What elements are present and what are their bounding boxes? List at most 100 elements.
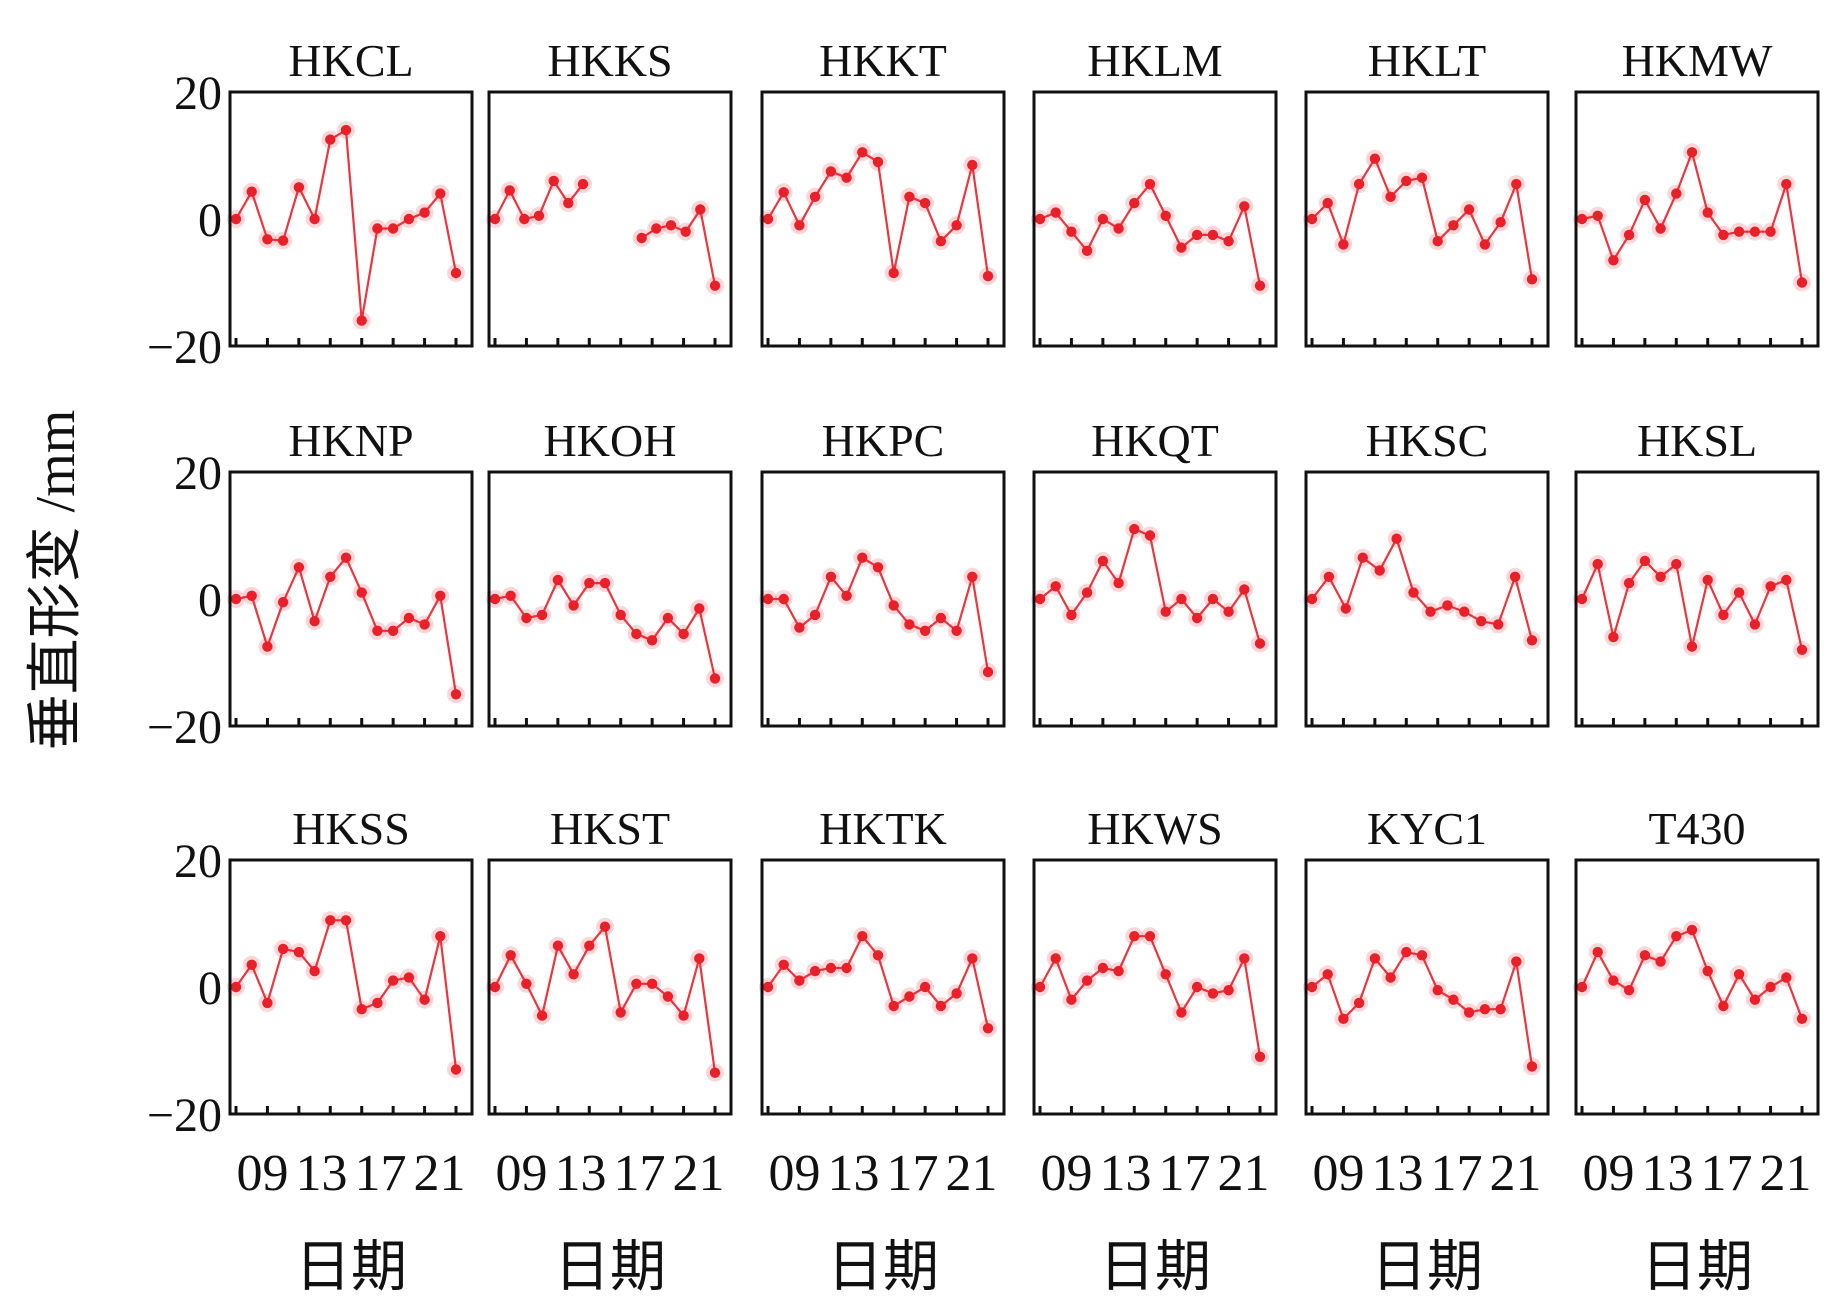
data-point <box>919 981 931 993</box>
panel-frame <box>487 470 733 728</box>
data-point <box>1796 1013 1808 1024</box>
data-point <box>1526 274 1538 285</box>
data-point <box>1671 558 1682 570</box>
data-point <box>521 612 532 624</box>
data-point <box>1401 175 1412 187</box>
data-point <box>372 223 383 234</box>
data-point <box>1353 178 1365 190</box>
data-point <box>1097 555 1109 567</box>
data-point <box>387 223 399 234</box>
series-line <box>235 128 458 321</box>
data-point <box>872 156 884 168</box>
data-point <box>1207 229 1219 241</box>
panel-hkmw: HKMW <box>1573 35 1820 348</box>
data-point <box>584 577 595 589</box>
data-point <box>1097 962 1109 974</box>
data-point <box>356 315 367 326</box>
x-tick-label: 09 <box>496 1145 548 1202</box>
data-point <box>709 673 721 684</box>
data-point <box>982 666 994 678</box>
data-point <box>1608 975 1619 986</box>
data-point <box>1623 985 1635 996</box>
data-point <box>665 220 677 231</box>
panel-frame <box>228 470 474 728</box>
x-tick-label: 17 <box>355 1145 407 1202</box>
data-point <box>277 597 289 608</box>
data-point <box>1495 1004 1506 1015</box>
data-point <box>262 997 273 1009</box>
data-point <box>1493 619 1504 630</box>
x-tick-label: 09 <box>1041 1145 1093 1202</box>
data-point <box>1113 965 1124 977</box>
data-point <box>1686 147 1698 158</box>
data-point <box>1796 644 1808 655</box>
data-point <box>340 915 352 926</box>
data-point <box>1357 552 1369 563</box>
panel-title: KYC1 <box>1367 803 1487 854</box>
panel-title: HKNP <box>288 415 413 466</box>
data-point <box>533 210 545 221</box>
data-point <box>662 612 674 624</box>
data-point <box>1066 226 1077 237</box>
data-point <box>568 600 579 611</box>
data-point <box>1655 223 1666 234</box>
data-point <box>1191 229 1203 241</box>
panel-frame <box>228 858 474 1116</box>
data-point <box>293 562 305 573</box>
data-point <box>1081 975 1093 986</box>
data-point <box>1623 577 1635 589</box>
data-point <box>1476 616 1487 627</box>
y-tick-label: −20 <box>147 321 222 374</box>
data-point <box>1081 245 1093 256</box>
data-point <box>1338 239 1349 250</box>
x-tick-label: 09 <box>1583 1145 1635 1202</box>
x-tick-label: 13 <box>1100 1145 1152 1202</box>
y-tick-label: −20 <box>147 1089 222 1142</box>
data-point <box>967 159 978 171</box>
x-axis-label: 日期 <box>1099 1237 1211 1299</box>
data-point <box>1592 210 1603 221</box>
data-point <box>277 943 289 955</box>
data-point <box>372 997 383 1009</box>
data-point <box>1733 587 1745 598</box>
y-axis-label: 垂直形变 /mm <box>25 410 87 751</box>
data-point <box>1495 217 1506 228</box>
data-point <box>762 213 774 225</box>
data-point <box>1176 242 1187 253</box>
data-point <box>435 188 446 199</box>
data-point <box>680 226 691 237</box>
data-point <box>1702 207 1713 218</box>
data-point <box>888 267 899 279</box>
data-point <box>935 1000 947 1012</box>
data-point <box>1416 950 1428 961</box>
panel-title: HKLT <box>1368 35 1486 86</box>
data-point <box>599 921 611 932</box>
data-point <box>599 577 611 589</box>
panel-hkkt: HKKT <box>759 35 1006 348</box>
data-point <box>1160 969 1171 980</box>
data-point <box>1592 558 1603 570</box>
data-point <box>230 213 242 225</box>
panel-title: HKKS <box>547 35 672 86</box>
panel-hkoh: HKOH <box>486 415 733 728</box>
data-point <box>1129 197 1140 209</box>
data-point <box>372 625 383 636</box>
data-point <box>1306 213 1318 225</box>
data-point <box>825 571 837 582</box>
data-point <box>1733 969 1745 980</box>
x-tick-label: 21 <box>1490 1145 1542 1202</box>
data-point <box>841 172 852 183</box>
panel-title: HKSL <box>1637 415 1757 466</box>
data-point <box>246 959 257 970</box>
data-point <box>841 590 852 601</box>
panel-frame <box>760 858 1006 1116</box>
data-point <box>1391 533 1402 544</box>
data-point <box>1322 969 1333 980</box>
panel-hklt: HKLT <box>1303 35 1550 348</box>
data-point <box>1623 229 1635 241</box>
data-point <box>356 1004 367 1015</box>
data-point <box>919 625 931 636</box>
